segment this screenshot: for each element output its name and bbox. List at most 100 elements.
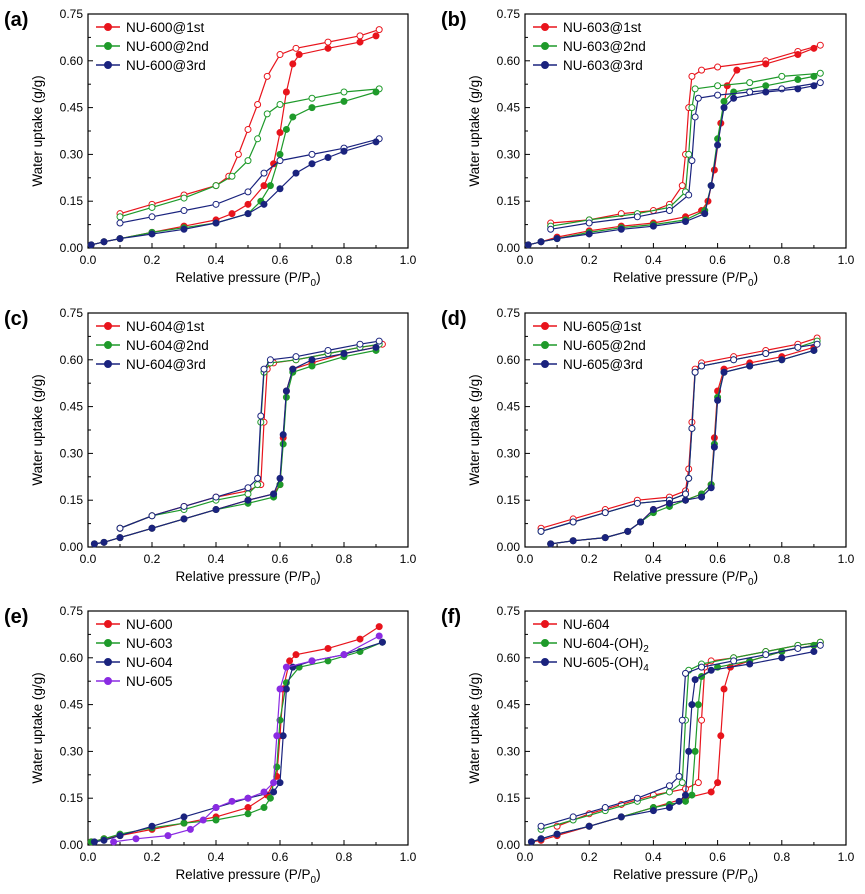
desorption-point bbox=[685, 474, 693, 482]
desorption-point bbox=[340, 88, 348, 96]
adsorption-point bbox=[148, 524, 156, 532]
adsorption-point bbox=[180, 813, 188, 821]
adsorption-line bbox=[91, 641, 383, 843]
legend-marker bbox=[541, 23, 549, 31]
adsorption-point bbox=[276, 474, 284, 482]
desorption-point bbox=[212, 493, 220, 501]
desorption-point bbox=[276, 100, 284, 108]
legend-marker bbox=[104, 23, 112, 31]
desorption-point bbox=[730, 356, 738, 364]
x-axis-title: Relative pressure (P/P0) bbox=[175, 867, 320, 886]
x-tick-label: 1.0 bbox=[400, 850, 417, 864]
desorption-point bbox=[685, 150, 693, 158]
adsorption-point bbox=[375, 623, 383, 631]
panel-b: (b) 0.0 0.2 0.4 0.6 0.8 1.0 0.00 0.15 0.30 0.45 0.6… bbox=[441, 7, 855, 289]
y-tick-label: 0.15 bbox=[60, 493, 84, 507]
adsorption-point bbox=[228, 210, 236, 218]
y-tick-label: 0.75 bbox=[497, 306, 521, 320]
adsorption-point bbox=[372, 32, 380, 40]
adsorption-point bbox=[180, 515, 188, 523]
panel-label: (d) bbox=[441, 308, 467, 330]
legend-marker bbox=[541, 360, 549, 368]
legend-marker bbox=[104, 620, 112, 628]
adsorption-point bbox=[794, 76, 802, 84]
adsorption-point bbox=[282, 88, 290, 96]
adsorption-line bbox=[550, 349, 815, 545]
desorption-point bbox=[254, 135, 262, 143]
desorption-point bbox=[633, 213, 641, 221]
x-tick-label: 0.0 bbox=[80, 850, 97, 864]
desorption-point bbox=[698, 716, 706, 724]
desorption-point bbox=[665, 207, 673, 215]
desorption-line bbox=[119, 138, 380, 224]
adsorption-point bbox=[292, 169, 300, 177]
desorption-point bbox=[257, 412, 265, 420]
adsorption-point bbox=[720, 97, 728, 105]
adsorption-point bbox=[569, 537, 577, 545]
x-tick-label: 1.0 bbox=[838, 552, 855, 566]
desorption-point bbox=[276, 51, 284, 59]
adsorption-point bbox=[372, 88, 380, 96]
x-tick-label: 0.2 bbox=[581, 552, 598, 566]
desorption-point bbox=[691, 368, 699, 376]
adsorption-point bbox=[682, 791, 689, 799]
desorption-line bbox=[119, 88, 380, 218]
adsorption-point bbox=[710, 443, 718, 451]
x-axis-title: Relative pressure (P/P0) bbox=[613, 270, 758, 289]
adsorption-point bbox=[308, 104, 316, 112]
desorption-point bbox=[148, 203, 156, 211]
desorption-point bbox=[691, 113, 699, 121]
desorption-point bbox=[276, 157, 284, 165]
desorption-point bbox=[292, 44, 300, 52]
legend-marker bbox=[541, 341, 549, 349]
desorption-point bbox=[228, 172, 236, 180]
adsorption-point bbox=[276, 685, 284, 693]
adsorption-point bbox=[289, 113, 297, 121]
adsorption-point bbox=[707, 788, 715, 796]
adsorption-point bbox=[585, 230, 593, 238]
adsorption-line bbox=[528, 47, 815, 246]
legend-marker bbox=[104, 677, 112, 685]
adsorption-point bbox=[720, 368, 728, 376]
y-axis-title: Water uptake (g/g) bbox=[30, 672, 45, 783]
y-tick-label: 0.30 bbox=[60, 744, 84, 758]
legend-marker bbox=[541, 61, 549, 69]
legend-label: NU-604@1st bbox=[126, 319, 204, 334]
y-axis-title: Water uptake (g/g) bbox=[467, 374, 482, 485]
adsorption-point bbox=[553, 830, 561, 838]
adsorption-point bbox=[537, 238, 545, 246]
series-2 bbox=[90, 337, 383, 548]
y-tick-label: 0.00 bbox=[497, 241, 521, 255]
desorption-point bbox=[537, 527, 545, 535]
adsorption-point bbox=[717, 732, 725, 740]
adsorption-point bbox=[90, 540, 98, 548]
legend-label: NU-604 bbox=[126, 655, 173, 670]
adsorption-point bbox=[553, 235, 561, 243]
desorption-line bbox=[540, 343, 818, 532]
y-axis-title: Water uptake (g/g) bbox=[30, 374, 45, 485]
desorption-point bbox=[688, 157, 696, 165]
legend-label: NU-605@3rd bbox=[563, 357, 643, 372]
legend-marker bbox=[104, 658, 112, 666]
legend-label: NU-603@3rd bbox=[563, 58, 643, 73]
adsorption-point bbox=[691, 676, 699, 684]
legend-marker bbox=[541, 639, 549, 647]
desorption-point bbox=[730, 657, 738, 665]
desorption-point bbox=[260, 169, 268, 177]
adsorption-point bbox=[547, 540, 555, 548]
adsorption-point bbox=[244, 794, 252, 802]
x-tick-label: 0.0 bbox=[517, 253, 534, 267]
x-tick-label: 0.2 bbox=[144, 253, 161, 267]
adsorption-point bbox=[270, 788, 278, 796]
adsorption-point bbox=[685, 747, 693, 755]
legend-marker bbox=[541, 322, 549, 330]
adsorption-point bbox=[637, 518, 645, 526]
adsorption-point bbox=[585, 822, 593, 830]
adsorption-point bbox=[270, 779, 278, 787]
adsorption-line bbox=[550, 349, 815, 545]
y-axis-title: Water uptake (g/g) bbox=[467, 75, 482, 186]
legend-label: NU-605 bbox=[126, 674, 173, 689]
y-tick-label: 0.45 bbox=[60, 698, 84, 712]
x-tick-label: 0.0 bbox=[517, 850, 534, 864]
desorption-point bbox=[601, 804, 609, 812]
